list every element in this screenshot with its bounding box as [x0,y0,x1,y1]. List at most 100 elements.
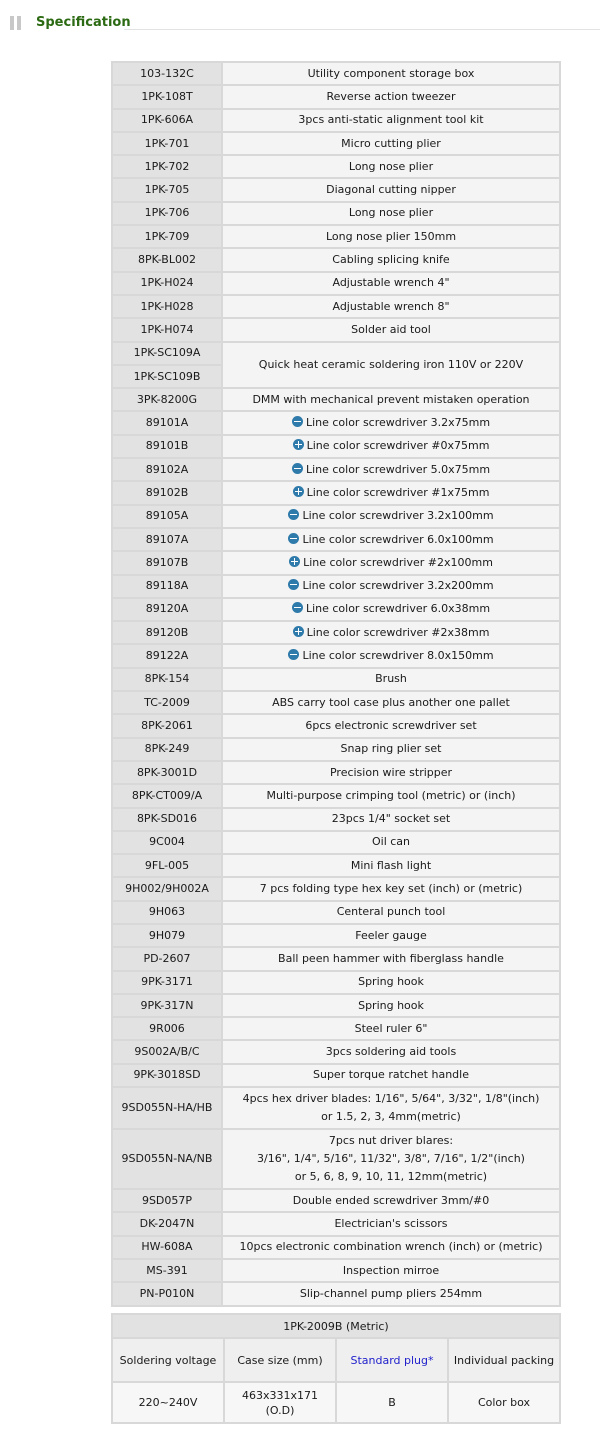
spec-code: 8PK-BL002 [113,249,221,271]
spec-row: 9SD057P Double ended screwdriver 3mm/#0 [113,1190,559,1212]
spec-description-text: Electrician's scissors [334,1217,448,1230]
spec-description-text: Utility component storage box [307,66,475,80]
spec-row: 89118A Line color screwdriver 3.2x200mm [113,575,559,597]
spec-row: 9SD055N-NA/NB 7pcs nut driver blares: 3/16… [113,1130,559,1189]
spec-code: 89102A [113,459,221,481]
spec-row: TC-2009 ABS carry tool case plus another … [113,692,559,714]
spec-code: 9SD055N-HA/HB [113,1088,221,1129]
spec-description-text: Steel ruler 6" [354,1021,428,1035]
spec-description-text: Line color screwdriver 3.2x75mm [305,416,491,430]
spec-description-text: Solder aid tool [351,322,431,336]
spec-description: Slip-channel pump pliers 254mm [223,1283,559,1305]
spec-row: 9H002/9H002A 7 pcs folding type hex key s… [113,878,559,900]
spec-row: 1PK-709 Long nose plier 150mm [113,226,559,248]
spec-description: Oil can [223,831,559,854]
spec-code: 1PK-706 [113,202,221,225]
spec-row: 8PK-2061 6pcs electronic screwdriver set [113,715,559,737]
minus-icon [291,602,303,614]
spec-row: 89120B Line color screwdriver #2x38mm [113,622,559,644]
packing-table: 1PK-2009B (Metric) Soldering voltage Cas… [111,1313,561,1424]
spec-table: 103-132C Utility component storage box 1PK… [111,61,561,1307]
spec-code: 89102B [113,482,221,504]
value-case-size: 463x331x171 (O.D) [225,1383,335,1422]
spec-code: 1PK-705 [113,179,221,201]
spec-code: 9H079 [113,924,221,947]
spec-description-text: Line color screwdriver 6.0x100mm [302,532,494,546]
spec-code: 89122A [113,645,221,667]
spec-description-text: DMM with mechanical prevent mistaken ope… [252,392,530,406]
spec-row: 9C004 Oil can [113,831,559,854]
spec-row: 89101A Line color screwdriver 3.2x75mm [113,412,559,434]
spec-code: 8PK-CT009/A [113,785,221,807]
spec-row: 8PK-BL002 Cabling splicing knife [113,249,559,271]
spec-code: 9PK-317N [113,994,221,1017]
spec-description-text: Micro cutting plier [341,136,441,150]
spec-description: ABS carry tool case plus another one pal… [223,692,559,714]
spec-code: 9SD055N-NA/NB [113,1130,221,1189]
spec-row: 103-132C Utility component storage box [113,63,559,85]
spec-row: 8PK-249 Snap ring plier set [113,738,559,760]
spec-description-text: Feeler gauge [355,928,427,942]
spec-row: 9S002A/B/C 3pcs soldering aid tools [113,1041,559,1063]
spec-description: Solder aid tool [223,319,559,341]
spec-description-text: Spring hook [358,998,424,1012]
spec-row: 89101B Line color screwdriver #0x75mm [113,435,559,458]
spec-description: Line color screwdriver #2x38mm [223,622,559,644]
spec-description: Steel ruler 6" [223,1018,559,1040]
spec-code: 8PK-154 [113,668,221,691]
spec-description: Spring hook [223,994,559,1017]
spec-row: 9R006 Steel ruler 6" [113,1018,559,1040]
spec-description-text: ABS carry tool case plus another one pal… [272,695,510,709]
minus-icon [291,416,303,428]
spec-description-text: Adjustable wrench 8" [332,299,450,313]
spec-description: Line color screwdriver 8.0x150mm [223,645,559,667]
spec-row: 9PK-3171 Spring hook [113,971,559,993]
spec-row: 89105A Line color screwdriver 3.2x100mm [113,505,559,527]
spec-description-text: 3pcs anti-static alignment tool kit [298,113,484,127]
spec-row: PN-P010N Slip-channel pump pliers 254mm [113,1283,559,1305]
minus-icon [288,579,300,591]
spec-code: MS-391 [113,1259,221,1282]
packing-title: 1PK-2009B (Metric) [113,1315,559,1337]
spec-code: 8PK-SD016 [113,808,221,830]
spec-description: Line color screwdriver 3.2x75mm [223,412,559,434]
spec-row: 89107A Line color screwdriver 6.0x100mm [113,528,559,551]
spec-description: 7 pcs folding type hex key set (inch) or… [223,878,559,900]
spec-description-line: or 5, 6, 8, 9, 10, 11, 12mm(metric) [294,1170,488,1184]
spec-code: 1PK-SC109A [113,342,221,364]
spec-code: 1PK-701 [113,132,221,155]
spec-description: Long nose plier 150mm [223,226,559,248]
spec-row: DK-2047N Electrician's scissors [113,1213,559,1235]
spec-description-text: 23pcs 1/4" socket set [331,812,451,826]
spec-code: 8PK-249 [113,738,221,760]
plus-icon [289,555,301,567]
spec-row: 89122A Line color screwdriver 8.0x150mm [113,645,559,667]
spec-description: Line color screwdriver 3.2x200mm [223,575,559,597]
spec-description: Reverse action tweezer [223,86,559,108]
spec-description: Precision wire stripper [223,761,559,784]
spec-row: 1PK-SC109B [113,365,559,388]
spec-code: 1PK-702 [113,156,221,178]
spec-row: 9SD055N-HA/HB 4pcs hex driver blades: 1/1… [113,1088,559,1129]
spec-row: 89102A Line color screwdriver 5.0x75mm [113,459,559,481]
spec-description-text: 7 pcs folding type hex key set (inch) or… [259,882,523,896]
spec-description: Quick heat ceramic soldering iron 110V o… [223,342,559,388]
spec-description-line: 4pcs hex driver blades: 1/16", 5/64", 3/… [242,1092,540,1106]
spec-code: 1PK-606A [113,109,221,131]
spec-code: 1PK-H074 [113,319,221,341]
spec-description: DMM with mechanical prevent mistaken ope… [223,389,559,411]
minus-icon [288,509,300,521]
spec-description: Line color screwdriver 6.0x38mm [223,598,559,621]
minus-icon [288,649,300,661]
spec-code: 9PK-3171 [113,971,221,993]
minus-icon [288,532,300,544]
spec-row: 9H063 Centeral punch tool [113,901,559,923]
header-soldering-voltage: Soldering voltage [113,1339,223,1381]
spec-description-text: Line color screwdriver #2x100mm [303,555,493,569]
spec-description: Brush [223,668,559,691]
spec-code: 9R006 [113,1018,221,1040]
spec-code: 9SD057P [113,1190,221,1212]
spec-description-text: Long nose plier [348,159,434,173]
spec-row: PD-2607 Ball peen hammer with fiberglass … [113,948,559,970]
header-standard-plug-link[interactable]: Standard plug* [337,1339,447,1381]
